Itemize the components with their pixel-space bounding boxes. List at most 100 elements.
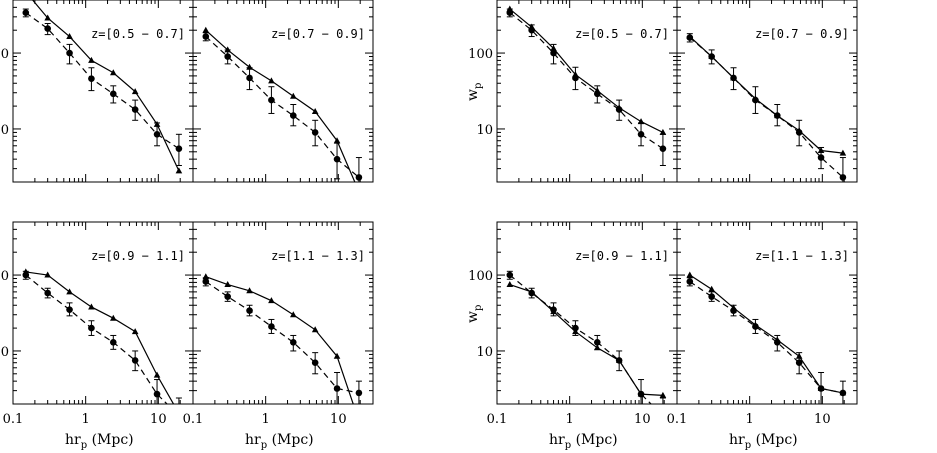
data-point: [88, 324, 95, 332]
model-point: [176, 410, 183, 416]
data-point: [708, 293, 715, 300]
y-tick-label: 10: [476, 123, 493, 138]
model-point: [839, 149, 847, 156]
model-point: [311, 107, 319, 114]
model-point: [44, 14, 51, 21]
data-point: [637, 131, 645, 138]
data-point: [333, 385, 341, 392]
data-point: [109, 90, 117, 98]
x-tick-label: 1: [566, 412, 574, 427]
data-point: [686, 34, 694, 41]
data-point: [153, 390, 161, 398]
model-point: [66, 33, 73, 40]
x-tick-label: 0.1: [487, 412, 508, 427]
panel-frame: [676, 0, 858, 183]
x-tick-label: 0.1: [3, 412, 24, 427]
model-line: [509, 283, 663, 396]
model-point: [708, 285, 715, 292]
data-point: [615, 357, 623, 364]
data-point: [176, 412, 183, 419]
data-point: [289, 339, 297, 346]
panel-label: z=[0.9 − 1.1]: [91, 249, 185, 263]
x-axis-title: hrp (Mpc): [549, 432, 618, 451]
data-point: [88, 75, 95, 82]
model-line: [205, 276, 354, 404]
data-point: [355, 389, 363, 397]
panel-f2-1: 10 100 wp z=[0.5 − 0.7]: [465, 0, 678, 183]
y-axis-title: wp: [465, 83, 484, 101]
model-point: [333, 352, 341, 359]
panel-label: z=[1.1 − 1.3]: [755, 249, 849, 263]
data-point: [550, 306, 557, 313]
model-point: [333, 137, 341, 144]
data-point: [572, 74, 579, 82]
panel-label: z=[1.1 − 1.3]: [271, 249, 365, 263]
x-tick-label: 0.1: [667, 412, 688, 427]
model-point: [289, 311, 297, 318]
x-axis-title: hrp (Mpc): [65, 432, 134, 451]
model-point: [686, 271, 694, 278]
panel-frame: [676, 221, 858, 405]
data-point: [44, 25, 51, 32]
x-tick-label: 10: [814, 412, 831, 427]
x-tick-label: 0.1: [183, 412, 204, 427]
plot-area: [686, 271, 847, 404]
data-point: [773, 112, 781, 119]
plot-area: [506, 270, 667, 419]
panel-f2-4: 0.1 1 10 hrp (Mpc) z=[1.1 − 1.3]: [667, 221, 858, 451]
model-point: [659, 128, 667, 135]
y-axis-title: wp: [465, 305, 484, 323]
x-tick-label: 10: [330, 412, 347, 427]
data-point: [66, 49, 73, 57]
data-point: [506, 9, 514, 17]
data-point: [686, 278, 694, 285]
model-point: [268, 77, 275, 84]
data-point: [22, 271, 30, 279]
panel-label: z=[0.5 − 0.7]: [575, 27, 669, 41]
data-point: [550, 49, 557, 57]
data-line: [25, 274, 168, 404]
data-point: [817, 385, 825, 392]
data-line: [509, 12, 664, 150]
y-tick-label: 10: [0, 123, 9, 138]
data-point: [839, 389, 847, 397]
data-point: [289, 112, 297, 119]
x-axis-title: hrp (Mpc): [729, 432, 798, 451]
data-point: [66, 306, 73, 313]
model-point: [268, 297, 275, 304]
data-point: [175, 145, 183, 152]
data-point: [506, 271, 514, 279]
panel-frame: [192, 0, 374, 183]
data-point: [708, 53, 715, 60]
data-line: [25, 12, 180, 150]
panel-label: z=[0.9 − 1.1]: [575, 249, 669, 263]
data-point: [660, 412, 667, 419]
model-point: [356, 188, 363, 194]
y-tick-label: 100: [468, 47, 493, 62]
model-line: [205, 29, 356, 182]
model-point: [289, 92, 297, 99]
model-point: [109, 69, 117, 76]
model-point: [153, 371, 161, 378]
model-point: [66, 288, 73, 295]
data-point: [659, 145, 667, 152]
model-point: [356, 417, 363, 423]
panel-frame: [192, 221, 374, 405]
data-point: [817, 154, 825, 161]
model-point: [659, 391, 667, 398]
y-tick-label: 100: [468, 269, 493, 284]
x-tick-label: 1: [82, 412, 90, 427]
data-point: [22, 9, 30, 17]
data-line: [205, 281, 360, 394]
data-line: [509, 274, 652, 404]
data-point: [730, 74, 737, 82]
model-line: [509, 8, 664, 133]
x-tick-label: 1: [262, 412, 270, 427]
data-point: [311, 359, 319, 367]
model-point: [175, 167, 183, 174]
model-line: [689, 274, 844, 394]
model-point: [311, 326, 319, 333]
